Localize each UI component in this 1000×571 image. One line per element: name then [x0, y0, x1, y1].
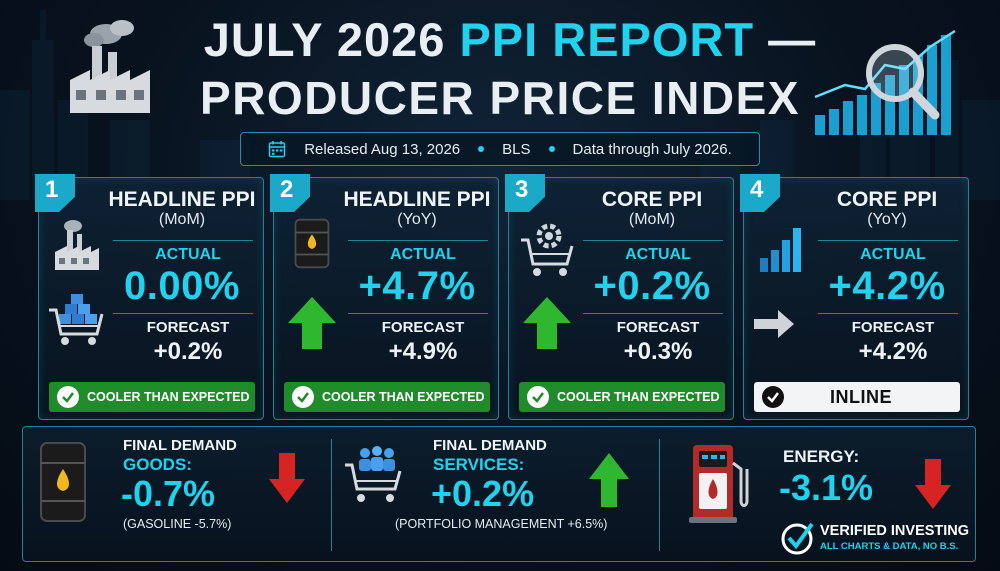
status-text: INLINE [829, 386, 892, 407]
card-headline-ppi-yoy: 2 HEADLINE PPI (YoY) ACTUAL +4.7% FORECA… [270, 174, 499, 420]
checkmark-icon [762, 386, 784, 408]
card-number-badge: 1 [35, 174, 75, 212]
card-divider [583, 313, 723, 314]
card-divider [348, 240, 488, 241]
title-text-highlight: PPI REPORT [459, 13, 755, 66]
title-text-dash: — [754, 13, 817, 66]
forecast-label: FORECAST [616, 319, 700, 336]
energy-value: -3.1% [779, 467, 874, 508]
card-title: HEADLINE PPI [343, 188, 491, 211]
status-badge: COOLER THAN EXPECTED [284, 382, 490, 412]
brand-name: VERIFIED INVESTING [820, 523, 970, 539]
factory-icon [55, 220, 99, 270]
verified-check-logo [781, 522, 814, 555]
card-period: (MoM) [158, 211, 206, 228]
arrow-right-icon [754, 310, 794, 338]
report-subtitle: PRODUCER PRICE INDEX [200, 72, 800, 124]
arrow-up-icon [288, 297, 336, 349]
card-number-badge: 2 [270, 174, 310, 212]
final-demand-panel: FINAL DEMAND GOODS: -0.7% (GASOLINE -5.7… [22, 426, 976, 562]
arrow-up-icon [523, 297, 571, 349]
data-coverage: Data through July 2026. [572, 140, 732, 158]
card-period: (MoM) [628, 211, 676, 228]
brand-tagline: ALL CHARTS & DATA, NO B.S. [820, 541, 959, 552]
checkmark-icon [57, 386, 79, 408]
forecast-value: +4.2% [858, 338, 928, 365]
card-divider [348, 313, 488, 314]
card-title: CORE PPI [836, 188, 938, 211]
goods-note: (GASOLINE -5.7%) [123, 517, 232, 531]
actual-label: ACTUAL [625, 246, 691, 263]
forecast-value: +0.2% [153, 338, 223, 365]
status-text: COOLER THAN EXPECTED [87, 390, 250, 404]
card-divider [818, 240, 958, 241]
forecast-label: FORECAST [381, 319, 465, 336]
card-title: HEADLINE PPI [108, 188, 256, 211]
card-period: (YoY) [867, 211, 907, 228]
release-info-bar: Released Aug 13, 2026 BLS Data through J… [240, 132, 760, 166]
card-divider [818, 313, 958, 314]
actual-value: +4.2% [828, 264, 946, 308]
calendar-icon [268, 141, 286, 158]
actual-value: +4.7% [358, 264, 476, 308]
gear-cart-icon [521, 223, 574, 276]
services-label: FINAL DEMAND [433, 437, 547, 454]
arrow-down-icon [915, 459, 951, 509]
gas-pump-icon [689, 445, 749, 523]
forecast-value: +0.3% [623, 338, 693, 365]
panel-divider [331, 439, 332, 551]
oil-barrel-icon [294, 218, 330, 269]
card-period: (YoY) [397, 211, 437, 228]
actual-label: ACTUAL [860, 246, 926, 263]
checkmark-icon [292, 386, 314, 408]
magnifier-growth-chart-icon [814, 29, 956, 135]
energy-label: ENERGY: [783, 447, 860, 466]
services-sublabel: SERVICES: [433, 455, 525, 474]
bar-chart-icon [760, 228, 801, 272]
panel-divider [659, 439, 660, 551]
actual-value: +0.2% [593, 264, 711, 308]
forecast-label: FORECAST [851, 319, 935, 336]
card-headline-ppi-mom: 1 HEADLINE PPI (MoM) ACTUAL 0.00% FORECA… [35, 174, 264, 420]
card-number-badge: 3 [505, 174, 545, 212]
report-title: JULY 2026 PPI REPORT — [160, 12, 860, 68]
card-number-badge: 4 [740, 174, 780, 212]
status-text: COOLER THAN EXPECTED [322, 390, 485, 404]
status-badge: INLINE [754, 382, 960, 412]
goods-value: -0.7% [121, 473, 216, 514]
card-divider [583, 240, 723, 241]
title-text-month: JULY 2026 [203, 13, 460, 66]
forecast-value: +4.9% [388, 338, 458, 365]
services-note: (PORTFOLIO MANAGEMENT +6.5%) [395, 517, 608, 531]
shopping-cart-icon [49, 294, 104, 345]
release-date: Released Aug 13, 2026 [304, 140, 461, 158]
card-title: CORE PPI [601, 188, 703, 211]
card-divider [113, 313, 253, 314]
separator-dot [548, 146, 555, 152]
arrow-down-icon [269, 453, 305, 503]
actual-value: 0.00% [124, 264, 240, 308]
card-core-ppi-yoy: 4 CORE PPI (YoY) ACTUAL +4.2% FORECAST +… [740, 174, 969, 420]
report-header: JULY 2026 PPI REPORT — PRODUCER PRICE IN… [0, 0, 1000, 135]
services-value: +0.2% [431, 473, 535, 514]
goods-label: FINAL DEMAND [123, 437, 237, 454]
oil-barrel-icon [40, 442, 86, 522]
checkmark-icon [527, 386, 549, 408]
factory-icon [70, 20, 150, 113]
forecast-label: FORECAST [146, 319, 230, 336]
arrow-up-icon [589, 453, 629, 507]
card-divider [113, 240, 253, 241]
goods-sublabel: GOODS: [123, 455, 192, 474]
actual-label: ACTUAL [390, 246, 456, 263]
separator-dot [478, 146, 485, 152]
status-badge: COOLER THAN EXPECTED [49, 382, 255, 412]
actual-label: ACTUAL [155, 246, 221, 263]
brand-watermark: VERIFIED INVESTING ALL CHARTS & DATA, NO… [780, 520, 980, 560]
status-text: COOLER THAN EXPECTED [557, 390, 720, 404]
data-source: BLS [502, 140, 531, 158]
card-core-ppi-mom: 3 CORE PPI (MoM) ACTUAL +0.2% FORECAST +… [505, 174, 734, 420]
status-badge: COOLER THAN EXPECTED [519, 382, 725, 412]
people-cart-icon [345, 446, 402, 502]
